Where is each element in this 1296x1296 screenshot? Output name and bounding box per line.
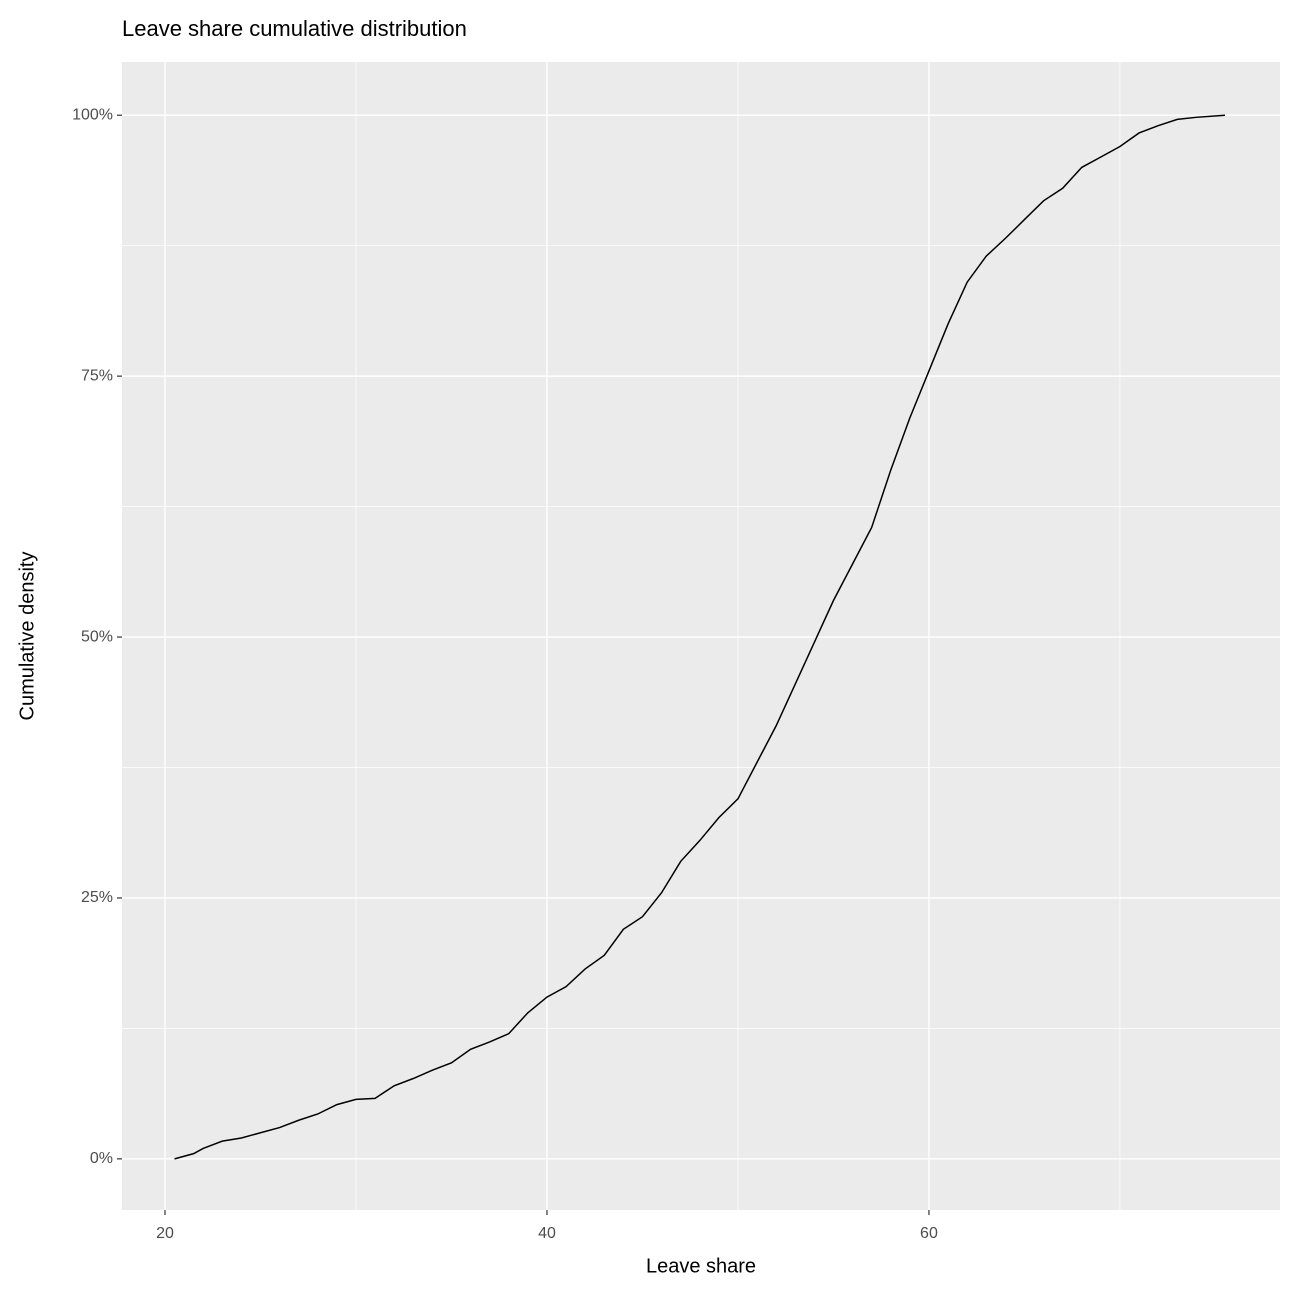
data-line bbox=[174, 114, 1226, 1160]
panel bbox=[122, 62, 1280, 1210]
chart-title: Leave share cumulative distribution bbox=[122, 16, 467, 41]
x-tick-label: 60 bbox=[920, 1225, 938, 1242]
y-tick-label: 100% bbox=[72, 106, 113, 123]
x-tick-label: 40 bbox=[538, 1225, 556, 1242]
x-axis-label: Leave share bbox=[646, 1255, 756, 1277]
y-axis-label: Cumulative density bbox=[16, 552, 38, 721]
y-tick-label: 75% bbox=[81, 367, 113, 384]
y-tick-label: 50% bbox=[81, 628, 113, 645]
y-tick-label: 25% bbox=[81, 889, 113, 906]
y-tick-label: 0% bbox=[90, 1150, 113, 1167]
x-tick-label: 20 bbox=[156, 1225, 174, 1242]
